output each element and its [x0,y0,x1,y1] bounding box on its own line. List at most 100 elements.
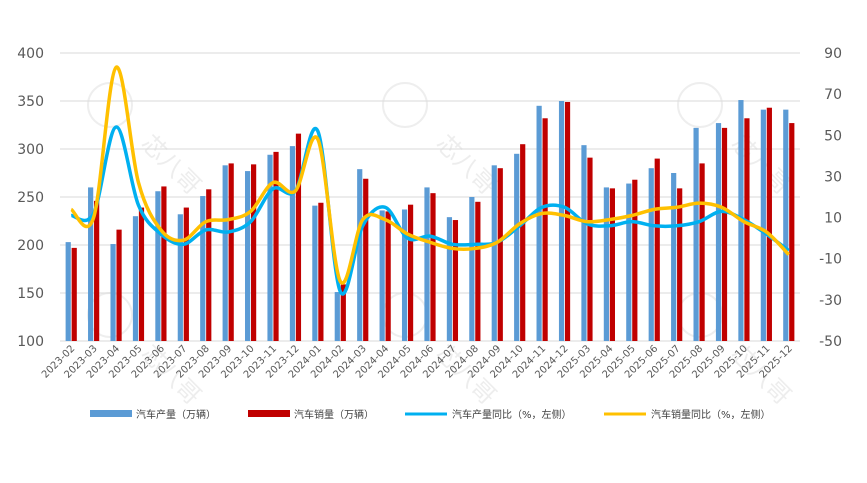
left-tick-label: 400 [17,46,44,62]
legend-label-sales: 汽车销量（万辆） [294,408,374,421]
right-tick-label: 50 [824,128,842,144]
left-tick-label: 100 [17,334,44,350]
watermark-logo [382,82,428,128]
left-tick-label: 150 [17,286,44,302]
bar-sales [318,202,324,341]
bar-sales [699,163,705,341]
bar-sales [632,179,638,341]
bar-production [626,183,632,341]
legend-swatch-sales [248,410,290,417]
bar-production [715,123,722,341]
bar-production [222,165,228,341]
bar-sales [497,168,503,341]
bar-sales [71,247,77,341]
bar-production [155,191,161,341]
bar-production [110,244,116,341]
bar-production [693,127,699,341]
bar-series [65,100,795,342]
bar-sales [542,118,548,341]
right-tick-label: 10 [824,211,842,227]
bar-sales [138,207,145,341]
bar-sales [407,204,414,341]
bar-production [536,105,542,341]
bar-sales [251,164,257,341]
bar-sales [183,207,189,341]
bar-sales [721,127,728,341]
bar-production [245,171,251,341]
bar-production [581,145,587,341]
bar-sales [789,123,795,341]
bar-sales [654,158,660,341]
bar-production [783,109,789,341]
bar-sales [228,163,234,341]
gridlines [60,52,800,342]
bar-sales [564,101,571,342]
right-tick-label: 70 [824,87,842,103]
bar-production [267,154,273,341]
bar-sales [587,157,593,341]
watermark-logo [677,82,723,128]
bar-sales [744,118,750,341]
bar-production [357,169,363,341]
bar-production [401,209,408,341]
bar-sales [609,188,615,341]
right-tick-label: 90 [824,46,842,62]
bar-production [424,187,430,341]
bar-sales [340,284,346,341]
bar-production [514,153,520,341]
bar-production [671,173,677,341]
bar-production [177,214,183,341]
bar-sales [766,107,772,341]
legend: 汽车产量（万辆） 汽车销量（万辆） 汽车产量同比（%，左侧） 汽车销量同比（%，左侧） [90,408,771,421]
bar-production [200,196,206,341]
bar-production [603,187,609,341]
bar-sales [206,189,212,341]
right-tick-label: 30 [824,169,842,185]
legend-label-production: 汽车产量（万辆） [136,408,216,421]
bar-sales [385,211,391,341]
bar-sales [295,133,302,341]
bar-production [760,109,766,341]
bar-sales [520,144,526,341]
left-tick-label: 250 [17,190,44,206]
left-tick-label: 300 [17,142,44,158]
watermark-text: 芯八哥 [136,129,207,200]
legend-label-production-yoy: 汽车产量同比（%，左侧） [452,408,572,421]
bar-sales [94,200,100,341]
right-axis-ticks: -50 -30 -10 10 30 50 70 90 [819,46,842,350]
bar-production [132,216,139,341]
legend-label-sales-yoy: 汽车销量同比（%，左侧） [651,408,771,421]
bar-production [88,187,94,341]
legend-swatch-production [90,410,132,417]
bar-production [469,197,475,341]
x-axis-ticks: 2023-022023-032023-042023-052023-062023-… [40,343,795,380]
bar-production [558,101,565,341]
watermark-text: 芯八哥 [431,129,502,200]
left-tick-label: 350 [17,94,44,110]
bar-production [446,217,453,341]
bar-production [648,168,654,341]
bar-sales [452,220,459,341]
bar-sales [161,186,167,341]
line-series [69,65,791,296]
left-axis-ticks: 100 150 200 250 300 350 400 [17,46,44,350]
line-production-yoy [70,125,790,296]
bar-production [491,165,497,341]
bar-sales [430,193,436,341]
bar-sales [116,229,122,341]
bar-sales [677,188,683,341]
bar-sales [475,201,481,341]
right-tick-label: -30 [819,293,842,309]
right-tick-label: -50 [819,334,842,350]
bar-sales [363,178,369,341]
bar-production [334,292,340,341]
watermark-text: 芯八哥 [136,339,207,410]
bar-production [379,210,385,341]
bar-production [65,242,71,341]
bar-sales [273,151,279,341]
left-tick-label: 200 [17,238,44,254]
line-sales-yoy [69,65,791,285]
right-tick-label: -10 [819,252,842,268]
bar-production [312,205,318,341]
